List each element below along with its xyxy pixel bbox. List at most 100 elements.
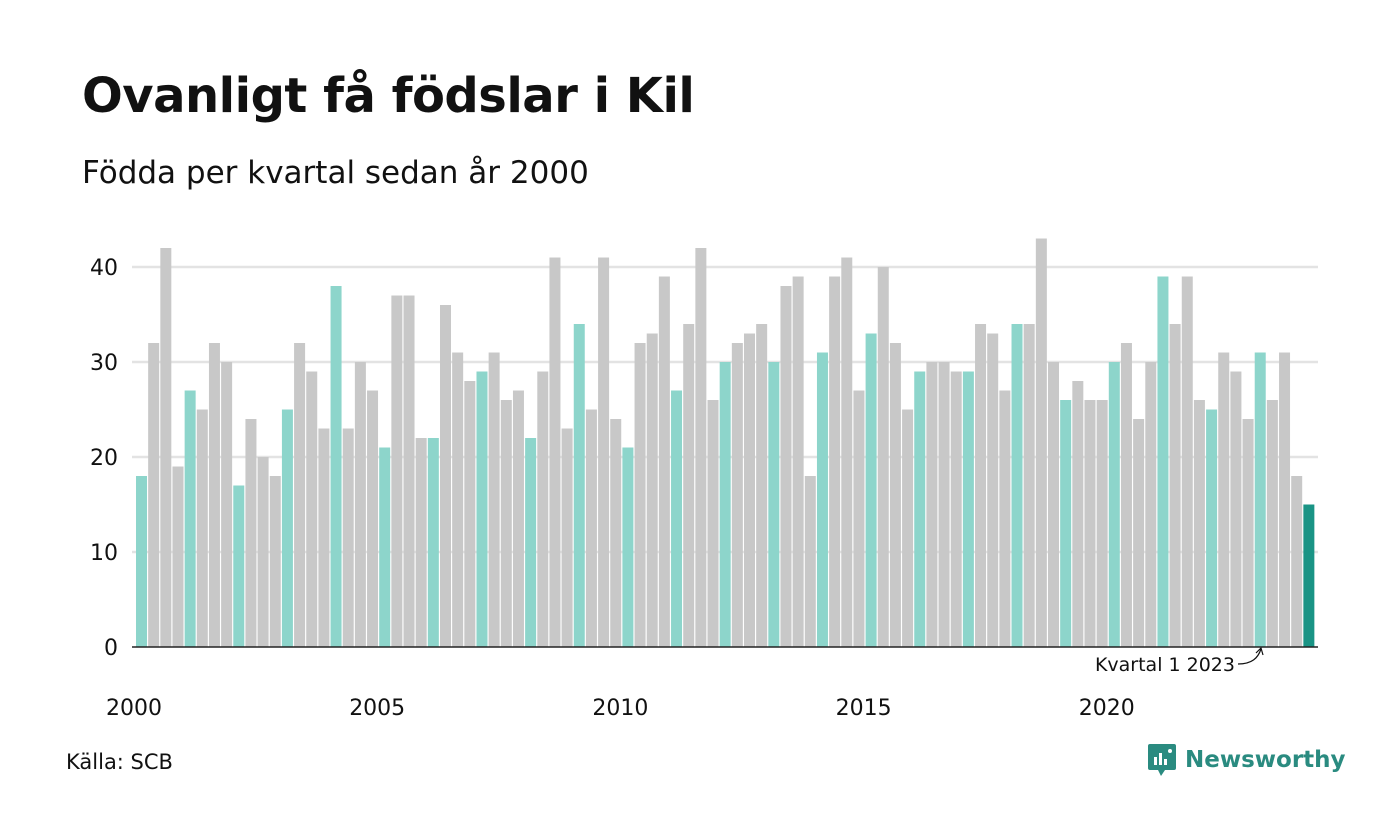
bar <box>245 419 257 647</box>
bar <box>537 371 549 647</box>
x-tick-label: 2000 <box>106 696 162 721</box>
bar <box>1108 362 1120 647</box>
bar <box>1157 276 1169 647</box>
bar <box>1279 352 1291 647</box>
bar <box>804 476 816 647</box>
x-tick-label: 2010 <box>592 696 648 721</box>
chart-title: Ovanligt få födslar i Kil <box>82 68 695 124</box>
bar <box>610 419 622 647</box>
bar <box>865 333 877 647</box>
bar <box>427 438 439 647</box>
bar <box>160 248 172 647</box>
bar <box>1060 400 1072 647</box>
bar <box>671 390 683 647</box>
bar <box>707 400 719 647</box>
bar <box>391 295 403 647</box>
bar <box>1230 371 1242 647</box>
bar <box>415 438 427 647</box>
bar <box>780 286 792 647</box>
bar <box>184 390 196 647</box>
bar <box>1181 276 1193 647</box>
bar <box>1048 362 1059 647</box>
bar <box>975 324 987 647</box>
bar <box>452 352 464 647</box>
bar <box>403 295 415 647</box>
bar <box>440 305 451 647</box>
bar <box>902 409 914 647</box>
bar <box>342 428 354 647</box>
bar <box>792 276 804 647</box>
bar <box>889 343 901 647</box>
bar <box>221 362 233 647</box>
bar <box>1120 343 1132 647</box>
x-axis-ticks: 2000 2005 2010 2015 2020 <box>106 696 1135 721</box>
annotation: Kvartal 1 2023 <box>1095 646 1264 676</box>
bar <box>1169 324 1181 647</box>
bar <box>1266 400 1278 647</box>
bar <box>196 409 208 647</box>
bar <box>938 362 950 647</box>
bar <box>525 438 537 647</box>
bar <box>768 362 780 647</box>
bar <box>1023 324 1035 647</box>
bar <box>1035 238 1047 647</box>
bar <box>950 371 962 647</box>
source-note: Källa: SCB <box>66 750 173 774</box>
bars <box>136 238 1315 647</box>
bar <box>208 343 220 647</box>
bar <box>1206 409 1218 647</box>
bar <box>598 257 610 647</box>
bar <box>1133 419 1145 647</box>
bar <box>962 371 974 647</box>
annotation-arrow <box>1237 648 1262 665</box>
bar <box>1242 419 1254 647</box>
chart-subtitle: Födda per kvartal sedan år 2000 <box>82 155 589 191</box>
bar <box>269 476 281 647</box>
bar <box>549 257 561 647</box>
bar <box>683 324 695 647</box>
bar <box>914 371 926 647</box>
bar <box>744 333 755 647</box>
y-tick-label: 10 <box>90 541 118 566</box>
bar <box>658 276 670 647</box>
bar <box>1303 504 1315 647</box>
bar <box>148 343 160 647</box>
bar <box>816 352 828 647</box>
x-tick-label: 2005 <box>349 696 405 721</box>
bar <box>379 447 391 647</box>
bar <box>573 324 585 647</box>
bar <box>512 390 524 647</box>
bar <box>172 466 184 647</box>
newsworthy-logo-icon <box>1148 744 1176 776</box>
bar <box>1193 400 1205 647</box>
bar <box>354 362 366 647</box>
y-tick-label: 30 <box>90 351 118 376</box>
y-axis-ticks: 0 10 20 30 40 <box>90 256 118 661</box>
bar <box>646 333 658 647</box>
y-tick-label: 40 <box>90 256 118 281</box>
y-tick-label: 0 <box>104 636 118 661</box>
bar <box>367 390 379 647</box>
bar <box>464 381 476 647</box>
bar <box>622 447 634 647</box>
bar <box>719 362 731 647</box>
bar <box>136 476 147 647</box>
brand-name: Newsworthy <box>1185 747 1346 773</box>
bar <box>488 352 500 647</box>
bar <box>294 343 306 647</box>
annotation-arrowhead <box>1255 646 1264 656</box>
y-tick-label: 20 <box>90 446 118 471</box>
bar <box>1096 400 1108 647</box>
bar <box>634 343 646 647</box>
bar <box>999 390 1011 647</box>
bar <box>1072 381 1084 647</box>
bar <box>1254 352 1266 647</box>
bar <box>318 428 330 647</box>
bar <box>561 428 573 647</box>
bar <box>1011 324 1023 647</box>
brand-logo[interactable]: Newsworthy <box>1147 742 1346 778</box>
bar <box>257 457 269 647</box>
bar <box>281 409 293 647</box>
bar <box>841 257 853 647</box>
annotation-label: Kvartal 1 2023 <box>1095 654 1235 676</box>
